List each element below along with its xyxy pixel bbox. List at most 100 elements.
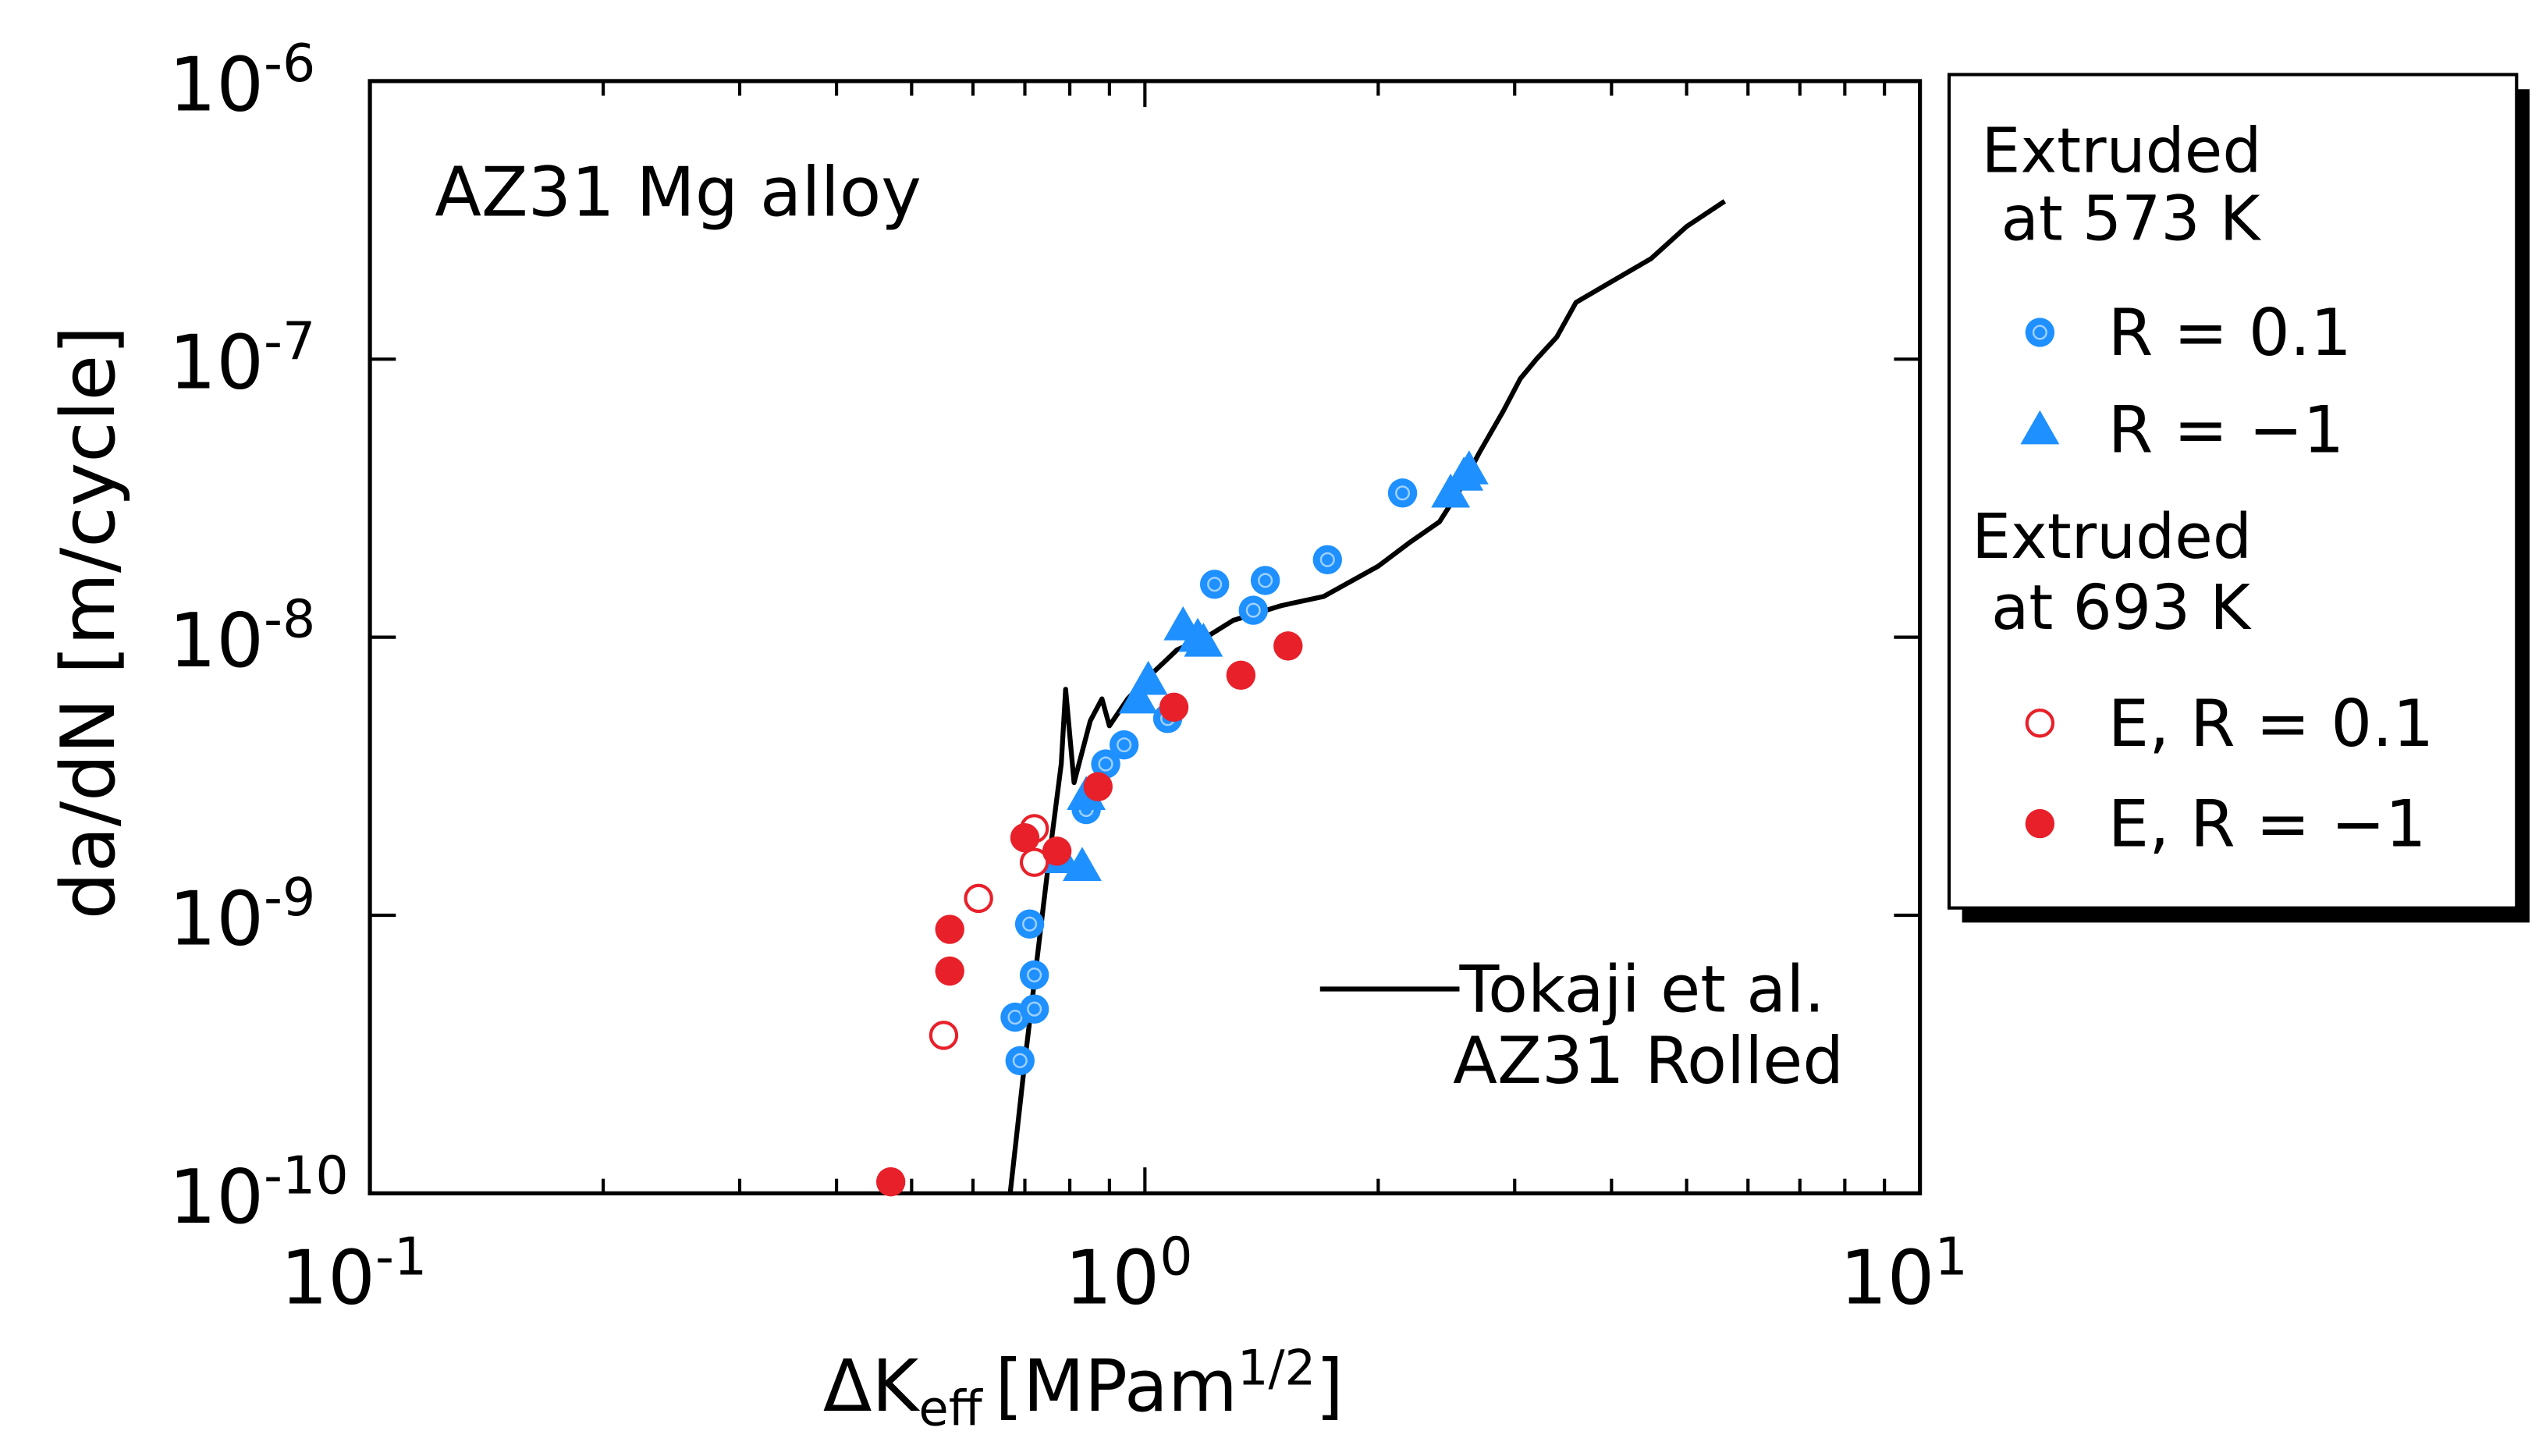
x-axis-label-superscript: 1/2 (1237, 1340, 1316, 1397)
data-point-e-r-0-1 (964, 883, 993, 914)
chart-annotation: AZ31 Mg alloy (435, 152, 921, 232)
marker-center (1007, 1010, 1023, 1025)
data-point-r-0-1 (1005, 1046, 1035, 1076)
legend-marker (2025, 808, 2055, 839)
reference-curve-layer (1007, 199, 1727, 1194)
x-tick-label-base: 10 (1840, 1234, 1935, 1322)
data-point-r-0-1 (1387, 478, 1418, 508)
legend-group2-title-line2: at 693 K (1991, 572, 2252, 644)
marker-body (1109, 730, 1139, 760)
data-point-r-1 (1184, 623, 1223, 657)
marker-body (1387, 478, 1418, 508)
legend-box (1947, 73, 2519, 910)
data-point-e-r-1 (1226, 660, 1256, 691)
data-point-r-0-1 (1199, 570, 1230, 599)
y-tick-label-base: 10 (169, 1153, 264, 1241)
legend-label: E, R = −1 (2108, 787, 2427, 862)
data-point-e-r-0-1 (929, 1021, 959, 1050)
x-tick-label-base: 10 (280, 1234, 375, 1322)
y-axis-label: da/dN [m/cycle] (44, 325, 132, 919)
legend: Extruded at 573 K R = 0.1 R = −1 E, R = 0.… (1947, 73, 2530, 923)
y-tick-label: 10-6 (169, 33, 315, 128)
marker-center (1022, 916, 1038, 932)
x-tick-label-exponent: 1 (1934, 1226, 1967, 1287)
y-tick-label-exponent: -8 (264, 589, 315, 650)
legend-marker (2020, 410, 2060, 445)
data-marks-layer (875, 450, 1489, 1197)
marker-center (1098, 756, 1113, 772)
data-point-r-1 (1128, 660, 1168, 695)
data-point-e-r-1 (1042, 836, 1072, 866)
data-point-r-0-1 (1091, 749, 1120, 779)
marker-body (2025, 318, 2055, 347)
legend-label: E, R = 0.1 (2108, 686, 2434, 762)
legend-marker (2025, 318, 2055, 347)
x-axis-label-subscript: eff (918, 1380, 983, 1437)
marker-center (1319, 552, 1335, 567)
data-point-e-r-1 (875, 1167, 906, 1197)
marker-center (1394, 485, 1411, 501)
legend-group2-title-line1: Extruded (1972, 501, 2252, 573)
data-point-r-0-1 (1312, 545, 1342, 574)
marker-center (2032, 325, 2047, 340)
data-point-e-r-1 (935, 914, 964, 944)
reference-curve-tokaji (1007, 199, 1727, 1194)
legend-marker (2025, 708, 2055, 738)
legend-label: R = −1 (2108, 392, 2345, 468)
x-axis-label-bracket: [MPam (995, 1344, 1237, 1428)
data-point-r-0-1 (1014, 909, 1045, 939)
data-point-e-r-1 (1083, 772, 1113, 801)
data-point-r-0-1 (1109, 730, 1139, 760)
marker-body (1312, 545, 1342, 574)
data-point-r-1 (1449, 450, 1489, 485)
x-tick-label-exponent: 0 (1159, 1226, 1192, 1287)
data-point-r-0-1 (1019, 994, 1049, 1024)
marker-center (1012, 1053, 1028, 1068)
x-tick-label-base: 10 (1065, 1234, 1160, 1322)
marker-body (1091, 749, 1120, 779)
x-tick-label-exponent: -1 (375, 1226, 427, 1287)
reference-label-line1: Tokaji et al. (1458, 952, 1824, 1028)
marker-center (1207, 577, 1223, 592)
y-tick-label-base: 10 (169, 319, 264, 407)
x-tick-label: 101 (1840, 1226, 1968, 1321)
legend-entries: R = 0.1 R = −1 E, R = 0.1 E, R = −1 (2020, 295, 2434, 862)
x-axis-label-main: ΔK (823, 1344, 921, 1428)
marker-center (1027, 967, 1042, 983)
data-point-r-1 (1118, 679, 1158, 714)
legend-label: R = 0.1 (2108, 295, 2352, 371)
y-tick-label: 10-8 (169, 589, 315, 684)
x-axis-label: ΔKeff [MPam1/2] (823, 1340, 1344, 1437)
x-tick-label: 100 (1065, 1226, 1193, 1321)
legend-group1-title-line2: at 573 K (2001, 183, 2262, 255)
data-point-r-0-1 (1238, 595, 1268, 625)
data-point-e-r-1 (1010, 822, 1040, 853)
data-point-r-0-1 (1250, 566, 1280, 595)
data-point-e-r-1 (935, 956, 964, 986)
y-tick-label-exponent: -7 (264, 311, 315, 371)
marker-body (1019, 960, 1049, 990)
data-point-r-1 (1431, 473, 1471, 508)
y-tick-label: 10-10 (169, 1145, 348, 1240)
y-tick-label: 10-7 (169, 311, 315, 406)
data-point-e-r-0-1 (1019, 847, 1049, 877)
legend-group1-title-line1: Extruded (1982, 115, 2262, 186)
y-tick-label-base: 10 (169, 875, 264, 962)
y-tick-label-exponent: -9 (264, 867, 315, 928)
text-layer: AZ31 Mg alloy da/dN [m/cycle] ΔKeff [MPam… (44, 152, 1844, 1436)
marker-body (1250, 566, 1280, 595)
y-tick-label-exponent: -10 (264, 1145, 349, 1206)
y-tick-label-exponent: -6 (264, 33, 315, 94)
marker-body (1019, 994, 1049, 1024)
marker-center (1258, 573, 1273, 588)
marker-center (1027, 1001, 1042, 1017)
y-tick-label-base: 10 (169, 597, 264, 684)
marker-body (1238, 595, 1268, 625)
marker-center (1117, 737, 1132, 753)
y-tick-label-base: 10 (169, 41, 264, 128)
reference-label-line2: AZ31 Rolled (1453, 1023, 1844, 1099)
x-tick-label: 10-1 (280, 1226, 427, 1321)
data-point-e-r-1 (1159, 692, 1189, 723)
